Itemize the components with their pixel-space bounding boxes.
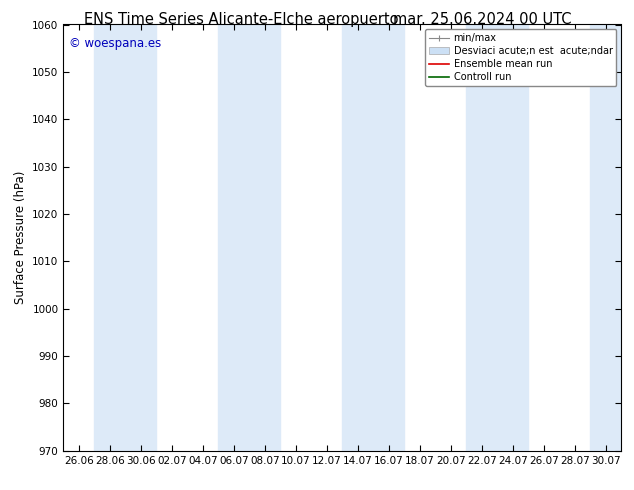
Bar bbox=[342, 24, 404, 451]
Legend: min/max, Desviaci acute;n est  acute;ndar, Ensemble mean run, Controll run: min/max, Desviaci acute;n est acute;ndar… bbox=[425, 29, 616, 86]
Bar bbox=[94, 24, 157, 451]
Bar bbox=[467, 24, 528, 451]
Y-axis label: Surface Pressure (hPa): Surface Pressure (hPa) bbox=[14, 171, 27, 304]
Text: ENS Time Series Alicante-Elche aeropuerto: ENS Time Series Alicante-Elche aeropuert… bbox=[84, 12, 398, 27]
Bar bbox=[590, 24, 621, 451]
Text: mar. 25.06.2024 00 UTC: mar. 25.06.2024 00 UTC bbox=[392, 12, 571, 27]
Text: © woespana.es: © woespana.es bbox=[69, 37, 161, 50]
Bar bbox=[218, 24, 280, 451]
